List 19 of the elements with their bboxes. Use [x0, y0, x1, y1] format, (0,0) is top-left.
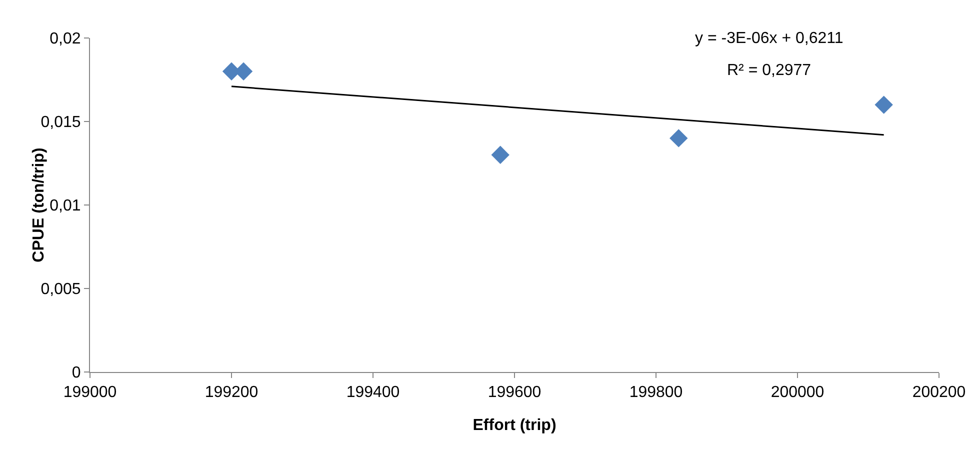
x-tick-label: 199400 [346, 384, 400, 402]
point [874, 96, 893, 114]
x-tick-label: 200000 [770, 384, 824, 402]
point [670, 129, 688, 148]
y-tick-label: 0,015 [40, 114, 81, 132]
x-axis-title: Effort (trip) [472, 417, 556, 434]
y-tick-label: 0 [72, 364, 81, 382]
point [491, 146, 510, 164]
annotation: R² = 0,2977 [727, 62, 812, 79]
x-tick-label: 199600 [488, 384, 542, 402]
x-tick-label: 199200 [204, 384, 258, 402]
annotation: y = -3E-06x + 0,6211 [695, 30, 844, 47]
x-tick-label: 200200 [912, 384, 966, 402]
x-tick-label: 199000 [63, 384, 117, 402]
y-tick-label: 0,02 [50, 30, 81, 48]
y-tick-label: 0,005 [40, 281, 81, 298]
y-tick-label: 0,01 [50, 198, 81, 215]
y-axis-title: CPUE (ton/trip) [30, 148, 48, 262]
x-tick-label: 199800 [629, 384, 683, 402]
